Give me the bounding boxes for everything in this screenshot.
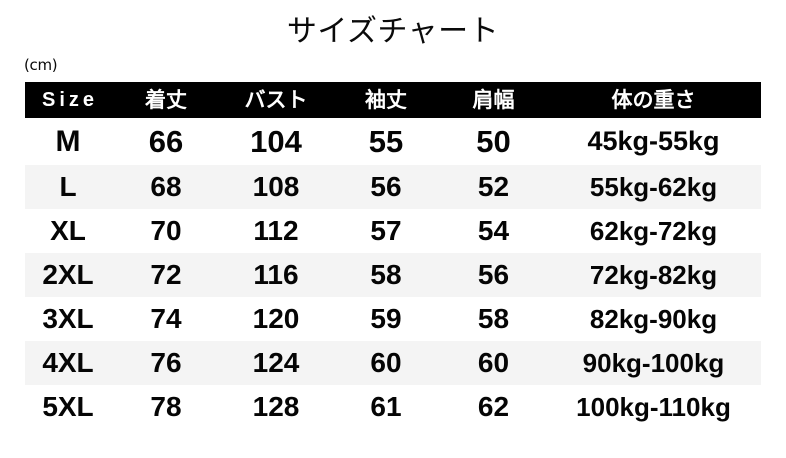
- column-header-bust: バスト: [244, 88, 308, 112]
- cell-size: 2XL: [42, 259, 94, 290]
- cell-shoulder: 60: [477, 347, 510, 378]
- cell-weight: 100kg-110kg: [576, 392, 731, 422]
- cell-size: 4XL: [42, 347, 94, 378]
- cell-bust: 104: [250, 124, 302, 159]
- cell-size: XL: [50, 215, 86, 246]
- table-row: 4XL 76 124 60 60 90kg-100kg: [25, 341, 761, 385]
- cell-sleeve: 60: [370, 347, 402, 378]
- cell-weight: 82kg-90kg: [589, 304, 718, 334]
- cell-length: 78: [150, 391, 182, 422]
- cell-weight: 72kg-82kg: [589, 260, 718, 290]
- unit-note: (cm): [24, 56, 58, 74]
- cell-weight: 45kg-55kg: [587, 126, 720, 156]
- cell-sleeve: 56: [370, 171, 402, 202]
- cell-shoulder: 52: [477, 171, 510, 202]
- cell-shoulder: 54: [477, 215, 510, 246]
- column-header-length: 着丈: [145, 88, 187, 112]
- cell-sleeve: 59: [370, 303, 402, 334]
- table-header: Size 着丈 バスト 袖丈 肩幅 体の重さ: [25, 82, 761, 118]
- cell-length: 68: [150, 171, 182, 202]
- cell-length: 76: [150, 347, 182, 378]
- table-body: M 66 104 55 50 45kg-55kg L 68 108 56 52 55kg-62kg XL…: [25, 118, 761, 429]
- cell-bust: 116: [253, 259, 299, 290]
- cell-size: L: [59, 171, 77, 202]
- cell-length: 74: [150, 303, 182, 334]
- table-row: L 68 108 56 52 55kg-62kg: [25, 165, 761, 209]
- cell-sleeve: 55: [368, 124, 404, 159]
- cell-length: 66: [148, 124, 184, 159]
- cell-sleeve: 61: [370, 391, 402, 422]
- table-row: 5XL 78 128 61 62 100kg-110kg: [25, 385, 761, 429]
- column-header-shoulder: 肩幅: [472, 88, 515, 112]
- cell-size: M: [55, 125, 81, 158]
- cell-bust: 108: [252, 171, 300, 202]
- table-row: 2XL 72 116 58 56 72kg-82kg: [25, 253, 761, 297]
- cell-weight: 90kg-100kg: [582, 348, 725, 378]
- table-header-row: Size 着丈 バスト 袖丈 肩幅 体の重さ: [25, 82, 761, 118]
- cell-length: 70: [150, 215, 182, 246]
- cell-sleeve: 57: [370, 215, 402, 246]
- cell-shoulder: 58: [477, 303, 510, 334]
- cell-sleeve: 58: [370, 259, 402, 290]
- page-title: サイズチャート: [286, 14, 500, 49]
- cell-bust: 120: [252, 303, 300, 334]
- column-header-sleeve: 袖丈: [365, 88, 407, 112]
- cell-weight: 62kg-72kg: [589, 216, 718, 246]
- cell-bust: 124: [252, 347, 300, 378]
- cell-bust: 128: [252, 391, 300, 422]
- cell-size: 5XL: [42, 391, 94, 422]
- cell-shoulder: 56: [477, 259, 510, 290]
- cell-shoulder: 62: [477, 391, 510, 422]
- cell-size: 3XL: [42, 303, 94, 334]
- table-row: 3XL 74 120 59 58 82kg-90kg: [25, 297, 761, 341]
- column-header-size: Size: [41, 89, 99, 111]
- cell-length: 72: [150, 259, 182, 290]
- cell-weight: 55kg-62kg: [589, 172, 718, 202]
- cell-bust: 112: [253, 215, 299, 246]
- size-table: Size 着丈 バスト 袖丈 肩幅 体の重さ M 66 104 55 50 45kg-55…: [25, 82, 761, 429]
- cell-shoulder: 50: [476, 124, 511, 159]
- table-row: M 66 104 55 50 45kg-55kg: [25, 118, 761, 165]
- column-header-weight: 体の重さ: [611, 88, 696, 112]
- table-row: XL 70 112 57 54 62kg-72kg: [25, 209, 761, 253]
